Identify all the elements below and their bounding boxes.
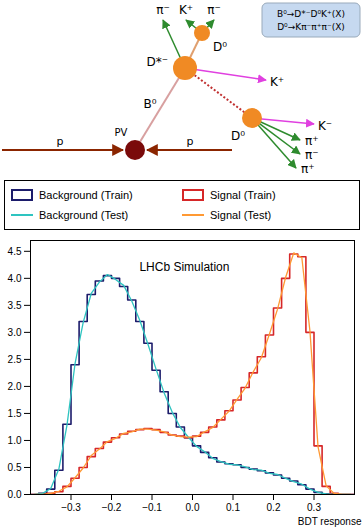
svg-text:−0.1: −0.1 [142,502,162,513]
html-text:Signal (Train): Signal (Train) [210,189,276,201]
svg-text:D⁰: D⁰ [231,129,245,143]
svg-text:2.0: 2.0 [8,381,22,392]
html-text:Signal (Test): Signal (Test) [210,209,272,221]
svg-text:p: p [57,135,64,148]
svg-text:2.5: 2.5 [8,354,22,365]
svg-text:3.0: 3.0 [8,327,22,338]
svg-text:π⁻: π⁻ [207,3,221,17]
svg-text:0.0: 0.0 [8,489,22,500]
svg-text:BDT response: BDT response [298,516,362,527]
svg-text:D*⁻: D*⁻ [146,55,168,69]
svg-text:B⁰: B⁰ [143,97,156,111]
svg-text:PV: PV [115,127,128,138]
svg-text:LHCb Simulation: LHCb Simulation [139,260,229,274]
svg-text:1.5: 1.5 [8,408,22,419]
svg-text:π⁺: π⁺ [301,162,315,176]
svg-text:0.3: 0.3 [307,502,321,513]
html-text:Background (Train): Background (Train) [39,189,133,201]
svg-text:1.0: 1.0 [8,435,22,446]
svg-text:4.5: 4.5 [8,246,22,257]
svg-text:0.5: 0.5 [8,462,22,473]
svg-text:3.5: 3.5 [8,300,22,311]
svg-text:D⁰: D⁰ [213,40,227,54]
svg-text:0.0: 0.0 [186,502,200,513]
svg-text:π⁻: π⁻ [156,3,170,17]
svg-text:0.1: 0.1 [226,502,240,513]
svg-text:−0.3: −0.3 [61,502,81,513]
svg-text:K⁺: K⁺ [179,3,193,17]
svg-text:K⁺: K⁺ [270,75,284,89]
svg-text:4.0: 4.0 [8,273,22,284]
svg-text:B⁰→D*⁻D⁰K⁺(X): B⁰→D*⁻D⁰K⁺(X) [277,9,345,19]
svg-text:π⁺: π⁺ [305,134,319,148]
svg-text:−0.2: −0.2 [102,502,122,513]
svg-text:K⁻: K⁻ [318,119,332,133]
svg-text:D⁰→Kπ⁻π⁺π⁻(X): D⁰→Kπ⁻π⁺π⁻(X) [277,22,345,32]
svg-text:p: p [187,135,194,148]
html-text:Background (Test): Background (Test) [39,209,129,221]
svg-text:π⁻: π⁻ [305,148,319,162]
svg-text:0.2: 0.2 [267,502,281,513]
